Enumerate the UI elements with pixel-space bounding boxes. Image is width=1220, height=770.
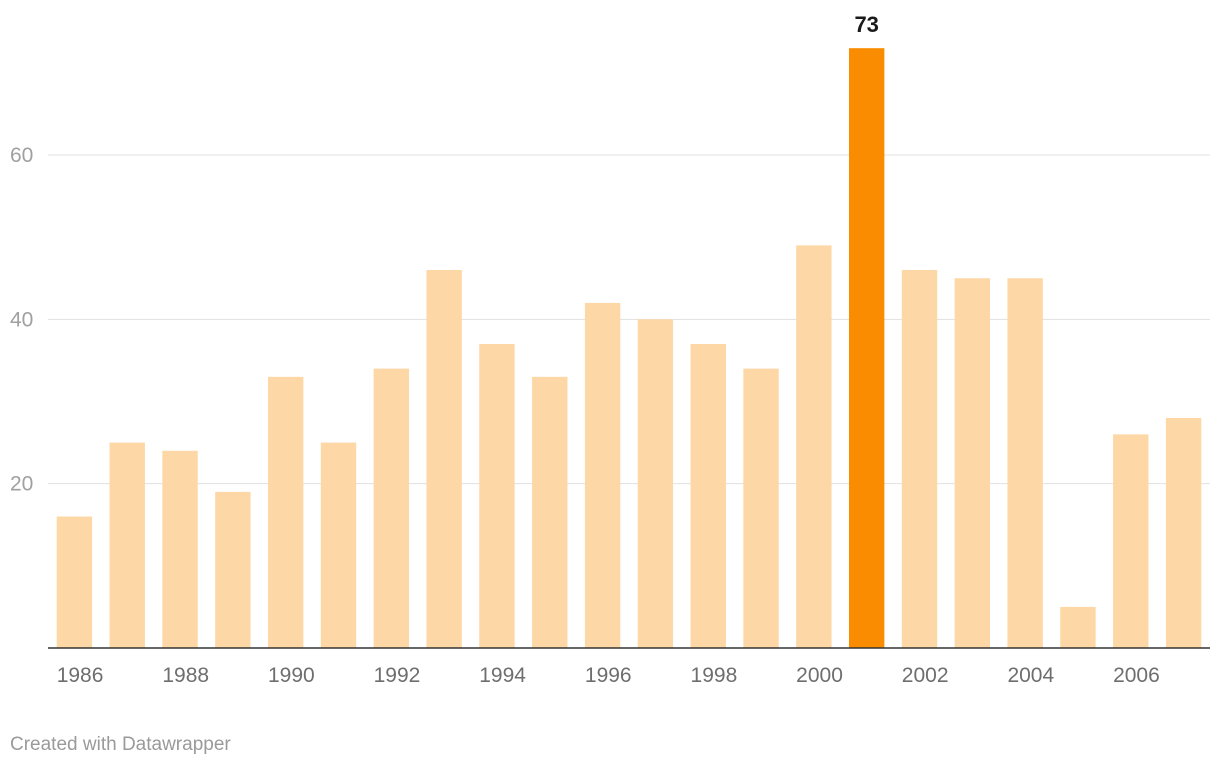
bar-1996 <box>584 302 621 648</box>
bar-1999 <box>743 368 779 648</box>
bar-2005 <box>1060 606 1096 648</box>
x-tick-label-1988: 1988 <box>162 664 209 687</box>
bar-1987 <box>109 442 145 648</box>
bar-1994 <box>479 343 515 648</box>
bar-1991 <box>320 442 357 648</box>
bar-2002 <box>901 270 938 648</box>
bar-1997 <box>637 319 674 648</box>
bar-2000 <box>796 245 832 648</box>
x-tick-label-1998: 1998 <box>691 664 738 687</box>
bar-2001 <box>848 48 885 648</box>
labels: 20 40 60 73 1986 1988 1990 1992 1994 1996 1998 2000… <box>10 12 1160 687</box>
bar-1993 <box>426 270 462 648</box>
x-tick-label-1996: 1996 <box>585 664 632 687</box>
x-tick-label-1986: 1986 <box>57 664 104 687</box>
chart-credit: Created with Datawrapper <box>10 734 231 755</box>
bar-2006 <box>1113 434 1149 648</box>
bar-1995 <box>532 376 568 648</box>
x-tick-label-1992: 1992 <box>374 664 421 687</box>
bar-2004 <box>1007 278 1043 648</box>
bar-1988 <box>162 450 198 648</box>
x-tick-label-1990: 1990 <box>268 664 315 687</box>
bar-2007 <box>1165 417 1202 648</box>
bar-1986 <box>56 516 93 648</box>
y-tick-label-20: 20 <box>10 473 33 496</box>
bar-1998 <box>690 343 726 648</box>
y-tick-label-60: 60 <box>10 144 33 167</box>
bar-2003 <box>954 278 991 648</box>
bar-1990 <box>267 376 304 648</box>
x-tick-label-2004: 2004 <box>1007 664 1054 687</box>
data-label-2001: 73 <box>854 12 878 37</box>
bar-1989 <box>215 491 251 648</box>
bars <box>56 48 1202 648</box>
x-tick-label-1994: 1994 <box>479 664 526 687</box>
bar-1992 <box>373 368 410 648</box>
y-tick-label-40: 40 <box>10 308 33 331</box>
x-tick-label-2002: 2002 <box>902 664 949 687</box>
x-tick-label-2000: 2000 <box>796 664 843 687</box>
x-tick-label-2006: 2006 <box>1113 664 1160 687</box>
